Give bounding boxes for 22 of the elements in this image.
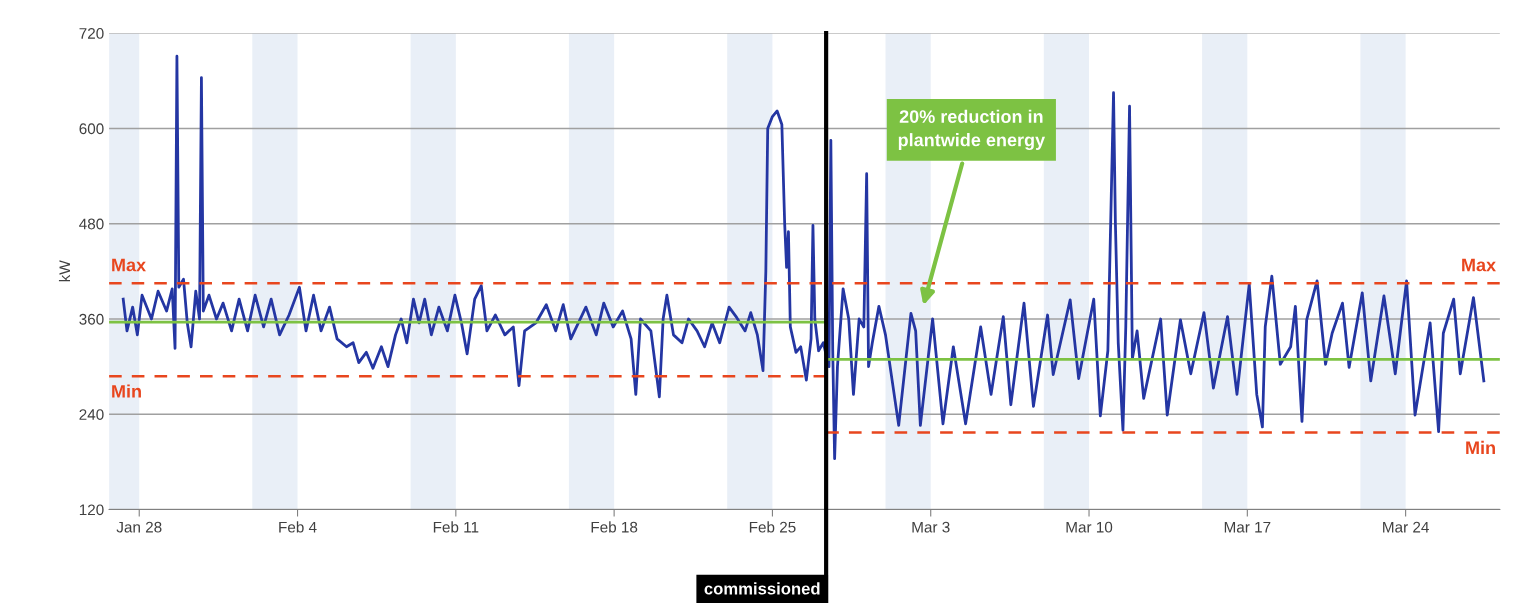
y-tick-label: 240	[79, 409, 104, 420]
annotation: Min	[1466, 440, 1495, 454]
annotation: Min	[112, 384, 141, 398]
y-tick-label: 480	[79, 218, 104, 230]
y-tick-label: 360	[79, 313, 104, 325]
ref-line-label: commissioned	[704, 582, 820, 595]
y-tick-label: 120	[79, 504, 104, 516]
annotation: Max	[1462, 258, 1496, 272]
x-tick-label: Jan 28	[116, 521, 162, 533]
x-tick-label: Feb 4	[279, 521, 317, 533]
annotation: Max	[112, 258, 146, 272]
x-tick-label: Feb 25	[749, 521, 796, 533]
y-tick-label: 720	[79, 28, 104, 39]
x-tick-label: Mar 3	[912, 521, 950, 533]
x-tick-label: Mar 24	[1383, 521, 1429, 533]
y-axis-title: kW	[58, 260, 71, 282]
x-tick-label: Mar 10	[1066, 521, 1113, 533]
y-tick-label: 600	[79, 123, 104, 135]
annotation: 20% reduction in plantwide energy	[898, 109, 1046, 151]
x-tick-label: Feb 18	[591, 521, 638, 533]
x-tick-label: Feb 11	[433, 521, 479, 533]
x-tick-label: Mar 17	[1224, 521, 1271, 533]
